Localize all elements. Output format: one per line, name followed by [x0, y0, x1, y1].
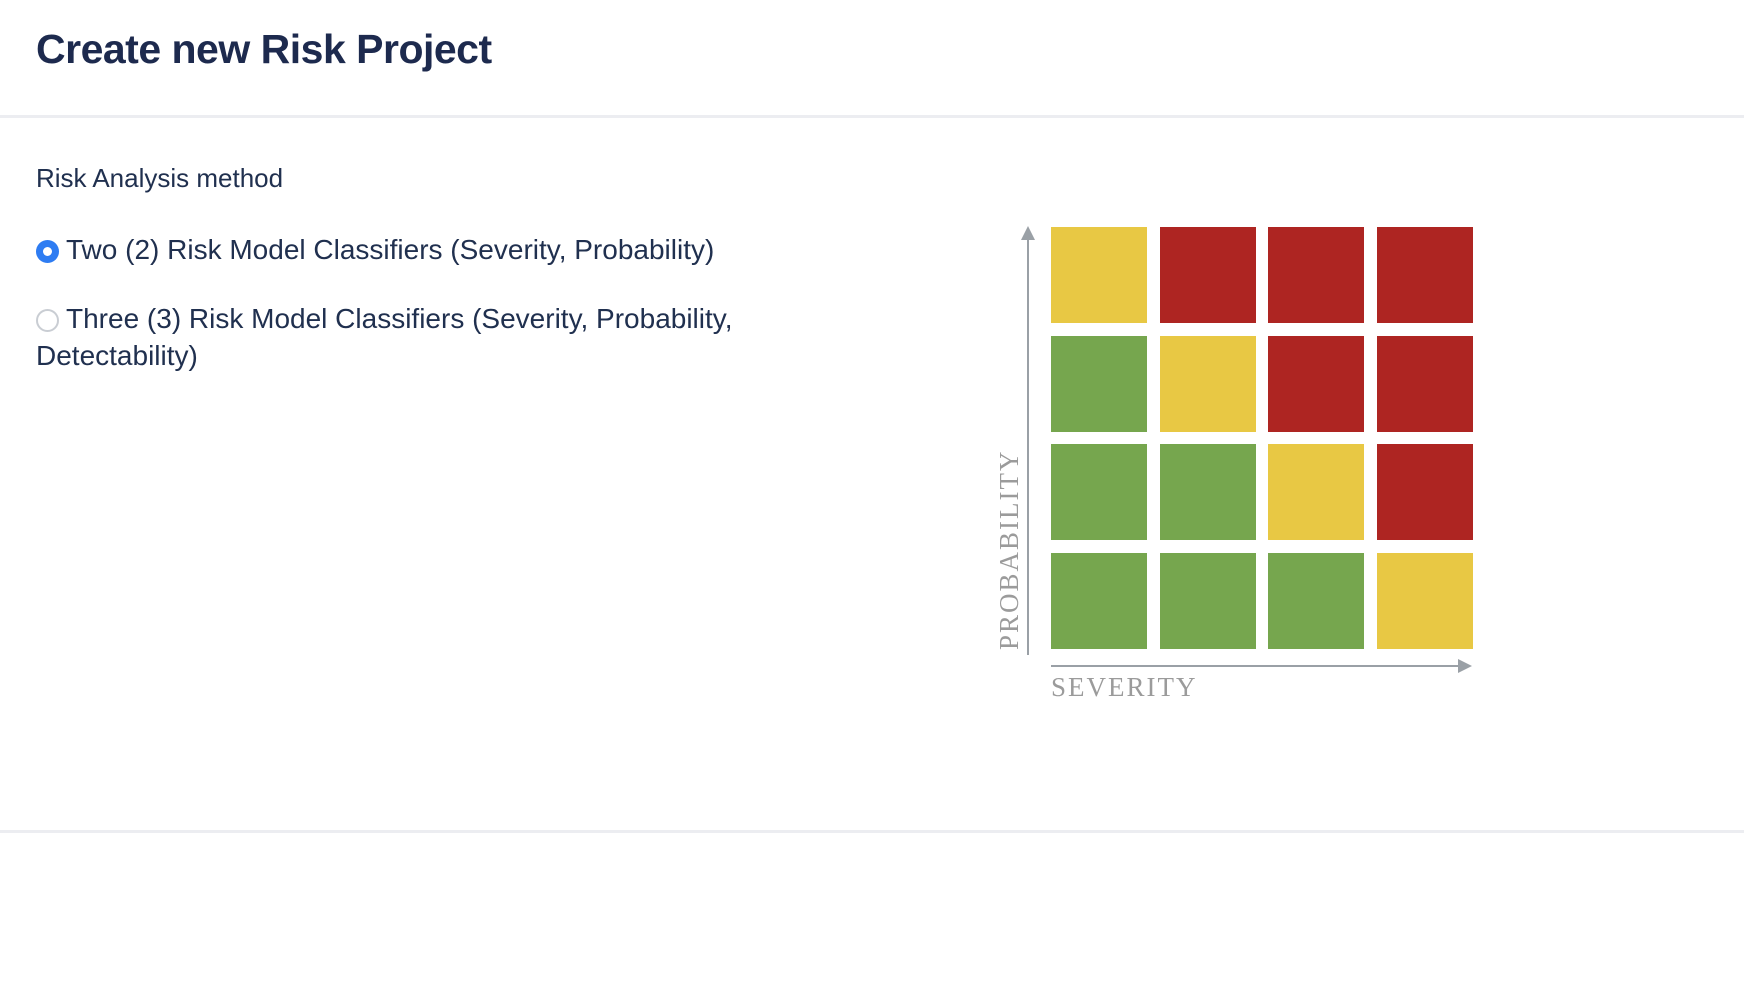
radio-option-label: Two (2) Risk Model Classifiers (Severity…	[66, 234, 715, 265]
risk-cell-red	[1376, 227, 1473, 323]
y-axis-arrow-icon	[1021, 226, 1035, 240]
risk-cell-green	[1268, 552, 1364, 649]
radio-option-two-classifiers[interactable]: Two (2) Risk Model Classifiers (Severity…	[36, 231, 936, 268]
risk-analysis-method-label: Risk Analysis method	[36, 163, 284, 193]
risk-cell-red	[1376, 335, 1473, 432]
risk-matrix-grid	[1051, 227, 1473, 649]
risk-cell-yellow	[1376, 552, 1473, 649]
risk-cell-red	[1268, 335, 1364, 432]
risk-cell-yellow	[1268, 444, 1364, 540]
radio-selected-icon[interactable]	[36, 240, 59, 263]
risk-cell-red	[1376, 444, 1473, 540]
dialog-header: Create new Risk Project	[0, 0, 1744, 118]
y-axis-line	[1027, 238, 1029, 655]
wizard-footer: Set up ProjectSelect Nr of ClassifiersSe…	[0, 830, 1744, 990]
risk-cell-green	[1051, 552, 1147, 649]
y-axis-label: PROBABILITY	[994, 449, 1024, 650]
page-title: Create new Risk Project	[36, 26, 492, 72]
risk-cell-green	[1159, 552, 1256, 649]
risk-cell-green	[1159, 444, 1256, 540]
x-axis-line	[1051, 665, 1461, 667]
radio-option-label: Three (3) Risk Model Classifiers (Severi…	[36, 303, 733, 371]
risk-cell-yellow	[1051, 227, 1147, 323]
radio-unselected-icon[interactable]	[36, 309, 59, 332]
risk-cell-green	[1051, 444, 1147, 540]
risk-cell-yellow	[1159, 335, 1256, 432]
x-axis-label: SEVERITY	[1051, 672, 1198, 702]
risk-cell-red	[1268, 227, 1364, 323]
x-axis-arrow-icon	[1458, 659, 1472, 673]
risk-cell-red	[1159, 227, 1256, 323]
radio-option-three-classifiers[interactable]: Three (3) Risk Model Classifiers (Severi…	[36, 300, 846, 374]
risk-cell-green	[1051, 335, 1147, 432]
